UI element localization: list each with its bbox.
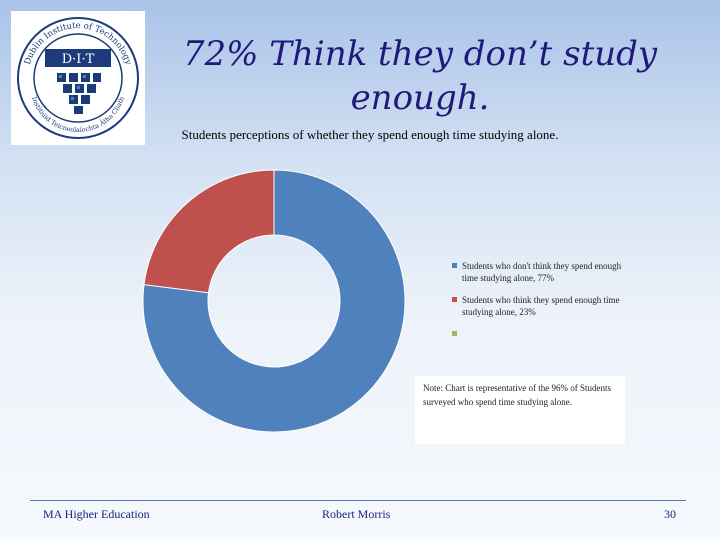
logo-mark: D·I·T bbox=[62, 52, 95, 67]
dit-logo-graphic: Dublin Institute of Technology Institiúi… bbox=[17, 17, 139, 139]
legend-item-think-enough: Students who think they spend enough tim… bbox=[452, 294, 632, 318]
dit-logo: Dublin Institute of Technology Institiúi… bbox=[11, 11, 145, 145]
chart-note: Note: Chart is representative of the 96%… bbox=[415, 376, 625, 444]
legend-swatch-blue bbox=[452, 263, 457, 268]
chart-title: Students perceptions of whether they spe… bbox=[181, 127, 559, 142]
legend-label: Students who think they spend enough tim… bbox=[462, 295, 620, 317]
chart-legend: Students who don't think they spend enou… bbox=[452, 260, 632, 350]
logo-banner bbox=[45, 49, 111, 67]
legend-swatch-green bbox=[452, 331, 457, 336]
legend-swatch-red bbox=[452, 297, 457, 302]
footer-author: Robert Morris bbox=[322, 507, 391, 521]
legend-item-empty bbox=[452, 328, 632, 340]
footer-divider bbox=[30, 500, 686, 501]
legend-item-dont-think-enough: Students who don't think they spend enou… bbox=[452, 260, 632, 284]
donut-slice-1 bbox=[143, 169, 275, 294]
slide-title: 72% Think they don’t study enough. bbox=[182, 34, 658, 118]
page-number: 30 bbox=[664, 507, 676, 521]
footer-course: MA Higher Education bbox=[43, 507, 150, 521]
donut-slice-0 bbox=[142, 169, 406, 433]
legend-label: Students who don't think they spend enou… bbox=[462, 261, 622, 283]
